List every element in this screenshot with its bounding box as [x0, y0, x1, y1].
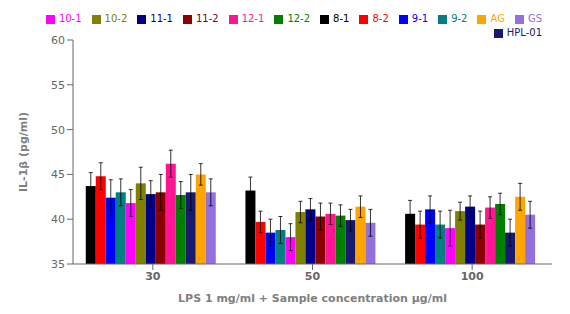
html-text:10-1: 10-1: [58, 13, 82, 24]
html-text:AG: AG: [490, 13, 505, 24]
svg-text:50: 50: [51, 124, 65, 137]
html-text:HPL-01: HPL-01: [506, 27, 542, 38]
svg-text:LPS 1 mg/ml + Sample concentra: LPS 1 mg/ml + Sample concentration μg/ml: [178, 292, 447, 305]
html-text:8-2: 8-2: [372, 13, 389, 24]
html-text:GS: GS: [527, 13, 542, 24]
svg-text:60: 60: [51, 34, 65, 47]
html-text:11-2: 11-2: [196, 13, 219, 24]
svg-text:30: 30: [145, 270, 161, 283]
svg-text:50: 50: [305, 270, 321, 283]
html-text:12-2: 12-2: [287, 13, 311, 24]
svg-text:45: 45: [51, 168, 65, 181]
svg-text:IL-1β (pg/ml): IL-1β (pg/ml): [17, 112, 30, 192]
svg-text:55: 55: [51, 79, 65, 92]
svg-text:100: 100: [461, 270, 484, 283]
html-text:12-1: 12-1: [241, 13, 265, 24]
html-text:10-2: 10-2: [104, 13, 128, 24]
html-text:9-2: 9-2: [451, 13, 468, 24]
html-text:11-1: 11-1: [150, 13, 173, 24]
html-text:8-1: 8-1: [333, 13, 350, 24]
svg-text:40: 40: [51, 213, 65, 226]
html-text:9-1: 9-1: [411, 13, 429, 24]
svg-text:35: 35: [51, 258, 65, 271]
